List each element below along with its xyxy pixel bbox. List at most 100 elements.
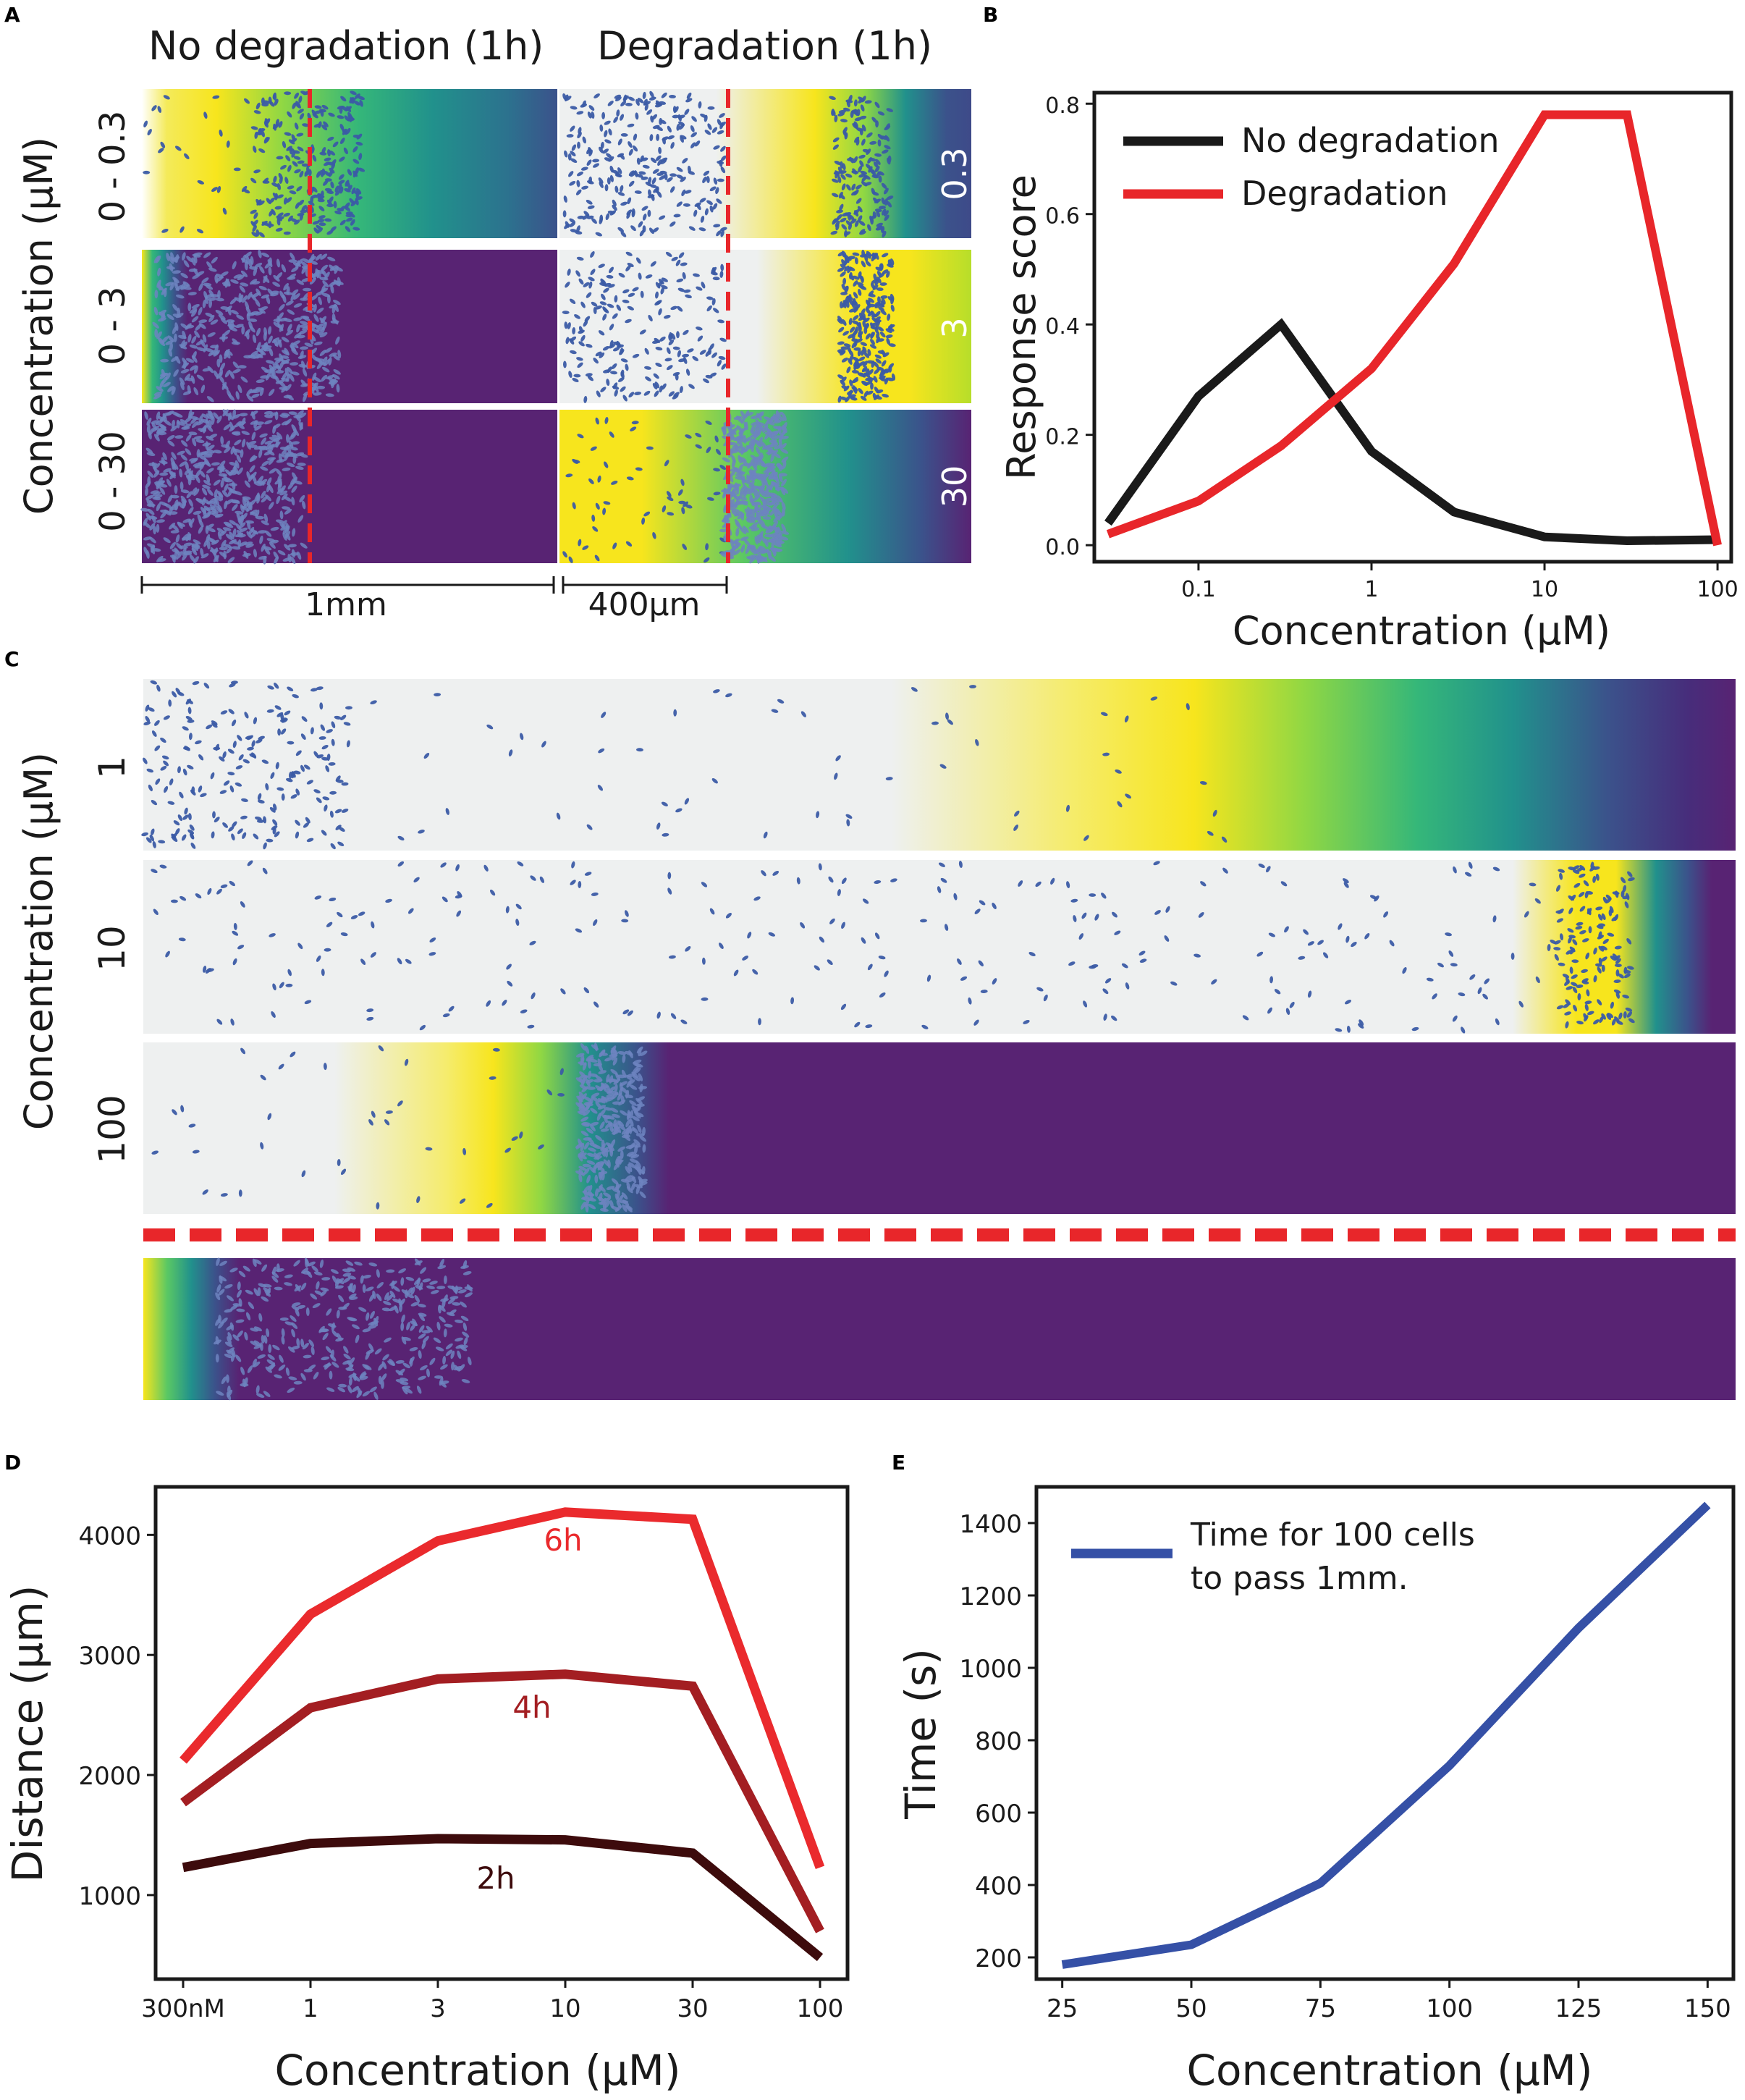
cell — [684, 109, 690, 115]
cell — [185, 358, 195, 363]
cell — [167, 385, 174, 392]
cell — [246, 442, 251, 450]
cell — [218, 492, 224, 501]
cell — [148, 431, 152, 440]
chart-b-ylabel: Response score — [999, 174, 1044, 480]
cell — [243, 98, 250, 104]
cell — [191, 304, 200, 309]
cell — [331, 379, 335, 389]
cell — [289, 374, 295, 382]
cell — [216, 358, 221, 368]
cell — [296, 132, 304, 137]
cell — [617, 227, 625, 232]
cell — [635, 112, 639, 120]
cell — [633, 133, 638, 141]
y-tick-label: 1200 — [959, 1582, 1022, 1611]
cell — [669, 173, 677, 177]
cell — [259, 266, 265, 274]
x-tick-label: 1 — [303, 1994, 318, 2023]
cell — [336, 384, 340, 393]
cell — [163, 468, 172, 473]
cell — [273, 321, 281, 329]
cell — [252, 334, 257, 344]
cell — [160, 372, 169, 377]
cell — [195, 497, 203, 505]
cell — [191, 316, 199, 323]
cell — [282, 532, 287, 541]
cell — [264, 440, 274, 445]
cell — [287, 215, 293, 222]
cell — [245, 331, 250, 340]
cell — [164, 420, 172, 426]
cell — [145, 494, 154, 500]
cell — [221, 539, 227, 548]
cell — [177, 421, 185, 426]
cell — [306, 166, 310, 174]
cell — [642, 214, 647, 221]
y-tick-label: 0.2 — [1045, 425, 1080, 450]
cell — [653, 187, 659, 193]
cell — [277, 216, 284, 221]
cell — [248, 502, 253, 511]
cell — [309, 260, 318, 265]
cell — [182, 499, 187, 509]
cell — [245, 544, 254, 548]
panel-a-scale-left-label: 1mm — [305, 586, 387, 623]
cell — [207, 410, 214, 418]
chart-e-legend-line-1: Time for 100 cells — [1190, 1517, 1475, 1553]
cell — [217, 531, 222, 540]
cell — [706, 176, 710, 183]
panel-c: Concentration (μM) 1 10 100 — [16, 679, 1736, 1401]
cell — [171, 387, 176, 395]
cell — [234, 491, 242, 496]
cell — [214, 513, 224, 518]
cell — [294, 169, 301, 174]
cell — [231, 499, 240, 504]
cell — [250, 126, 258, 130]
y-tick-label: 800 — [975, 1727, 1022, 1756]
panel-a-title-degradation: Degradation (1h) — [597, 23, 932, 69]
cell — [255, 299, 261, 307]
cell — [321, 374, 327, 382]
cell — [219, 336, 229, 340]
cell — [263, 332, 267, 341]
cell — [659, 175, 666, 180]
cell — [676, 174, 684, 180]
cell — [185, 461, 189, 471]
cell — [240, 449, 244, 458]
cell — [287, 366, 293, 374]
cell — [226, 140, 230, 148]
cell — [188, 431, 198, 436]
cell — [358, 96, 366, 101]
y-tick-label: 4000 — [78, 1522, 141, 1551]
cell — [312, 372, 317, 381]
cell — [203, 454, 213, 458]
cell — [620, 132, 628, 137]
cell — [321, 366, 330, 373]
panel-a-right-row-label-2: 3 — [935, 317, 974, 338]
cell — [323, 121, 329, 127]
cell — [282, 372, 287, 381]
cell — [152, 492, 161, 497]
cell — [263, 137, 269, 144]
cell — [330, 284, 334, 294]
cell — [202, 514, 211, 519]
cell — [146, 423, 151, 433]
cell — [156, 502, 161, 512]
cell — [275, 370, 284, 374]
cell — [153, 306, 159, 316]
cell — [166, 313, 174, 321]
cell — [330, 181, 334, 189]
cell — [232, 546, 241, 550]
cell — [284, 91, 292, 96]
cell — [690, 142, 696, 148]
cell — [263, 276, 270, 283]
cell — [158, 148, 164, 153]
cell — [308, 201, 315, 206]
cell — [193, 539, 201, 545]
cell — [144, 411, 148, 420]
cell — [617, 167, 622, 174]
cell — [282, 506, 291, 510]
chart-d-ylabel: Distance (μm) — [3, 1585, 52, 1883]
